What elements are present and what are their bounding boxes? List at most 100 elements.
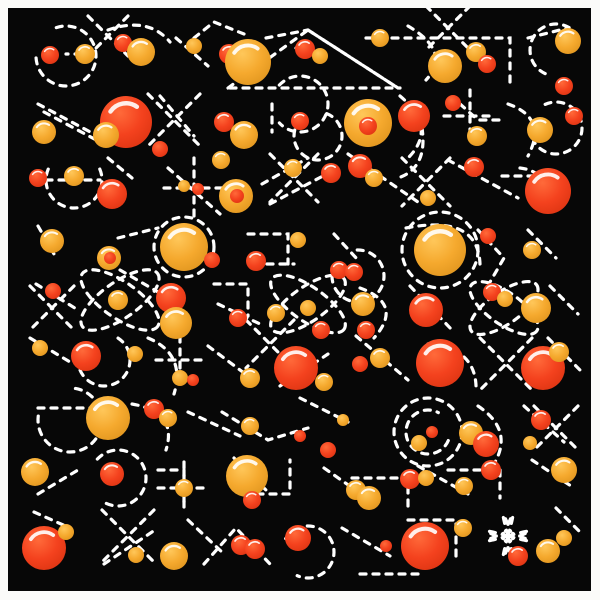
glossy-sphere-red	[400, 469, 420, 489]
glossy-sphere-yellow	[312, 48, 328, 64]
glossy-sphere-yellow	[225, 39, 271, 85]
glossy-sphere-red	[483, 283, 501, 301]
glossy-sphere-yellow	[497, 291, 513, 307]
glossy-sphere-yellow	[160, 542, 188, 570]
sphere-gloss-highlight	[408, 526, 438, 539]
sphere-gloss-highlight	[457, 478, 469, 484]
glossy-sphere-red	[426, 426, 438, 438]
sphere-gloss-highlight	[552, 343, 565, 349]
glossy-sphere-red	[348, 154, 372, 178]
dashed-four-petal-flower	[503, 513, 515, 538]
dashed-spiral-arc	[426, 342, 478, 394]
dashed-atom-crossed-ellipses	[269, 273, 347, 335]
glossy-sphere-yellow	[371, 29, 389, 47]
glossy-sphere-yellow	[284, 159, 302, 177]
glossy-sphere-red	[291, 112, 309, 130]
pattern-artboard	[8, 8, 591, 591]
dashed-polyline-path	[206, 344, 250, 378]
sphere-gloss-highlight	[28, 530, 56, 542]
sphere-body	[420, 190, 436, 206]
sphere-body	[480, 228, 496, 244]
glossy-sphere-yellow	[521, 293, 551, 323]
dashed-polyline-path	[340, 526, 392, 558]
glossy-sphere-yellow	[75, 44, 95, 64]
dashed-polyline-path	[264, 28, 310, 40]
glossy-sphere-yellow	[175, 479, 193, 497]
sphere-gloss-highlight	[31, 170, 43, 176]
sphere-gloss-highlight	[511, 547, 524, 553]
glossy-sphere-red	[321, 163, 341, 183]
dashed-zigzag	[424, 8, 471, 52]
sphere-gloss-highlight	[217, 113, 230, 119]
sphere-body	[426, 426, 438, 438]
sphere-body	[300, 300, 316, 316]
glossy-sphere-red	[22, 526, 66, 570]
sphere-body	[128, 547, 144, 563]
sphere-body	[127, 346, 143, 362]
glossy-sphere-yellow	[86, 396, 130, 440]
glossy-sphere-red	[464, 157, 484, 177]
sphere-body	[445, 95, 461, 111]
sphere-gloss-highlight	[214, 152, 226, 158]
dashed-zigzag	[400, 156, 452, 208]
sphere-gloss-highlight	[280, 350, 308, 362]
dashed-zigzag	[100, 508, 156, 564]
sphere-body	[523, 436, 537, 450]
sphere-gloss-highlight	[347, 264, 359, 270]
sphere-gloss-highlight	[477, 433, 493, 440]
glossy-sphere-red	[416, 339, 464, 387]
dashed-right-angle-connector	[246, 232, 290, 266]
glossy-sphere-yellow	[240, 368, 260, 388]
glossy-sphere-yellow	[58, 524, 74, 540]
glossy-sphere-yellow	[127, 38, 155, 66]
glossy-sphere-red	[97, 179, 127, 209]
glossy-sphere-yellow	[300, 300, 316, 316]
glossy-sphere-red	[45, 283, 61, 299]
dashed-atom-crossed-ellipses	[79, 268, 161, 332]
sphere-body	[320, 442, 336, 458]
sphere-gloss-highlight	[101, 181, 120, 190]
sphere-gloss-highlight	[484, 461, 497, 467]
sphere-gloss-highlight	[403, 470, 416, 476]
dashed-zigzag	[268, 152, 320, 204]
sphere-gloss-highlight	[480, 56, 492, 62]
sphere-gloss-highlight	[298, 40, 311, 46]
glossy-sphere-red	[409, 293, 443, 327]
glossy-sphere-yellow	[212, 151, 230, 169]
dashed-atom-crossed-ellipses	[468, 279, 540, 337]
dashed-right-angle-connector	[242, 458, 292, 496]
glossy-sphere-red	[187, 374, 199, 386]
sphere-gloss-highlight	[423, 343, 453, 356]
glossy-sphere-red	[330, 261, 348, 279]
sphere-gloss-highlight	[75, 343, 94, 352]
sphere-gloss-highlight	[111, 291, 124, 297]
sphere-gloss-highlight	[373, 349, 386, 355]
sphere-gloss-highlight	[245, 492, 257, 498]
sphere-gloss-highlight	[78, 45, 91, 51]
glossy-sphere-red	[359, 117, 377, 135]
glossy-sphere-red	[246, 251, 266, 271]
sphere-body	[294, 430, 306, 442]
glossy-sphere-yellow	[290, 232, 306, 248]
glossy-sphere-red	[380, 540, 392, 552]
glossy-sphere-red	[104, 252, 116, 264]
sphere-gloss-highlight	[248, 540, 261, 546]
sphere-gloss-highlight	[293, 113, 305, 119]
dashed-zigzag	[400, 156, 452, 208]
dashed-zigzag	[268, 152, 320, 204]
dashed-polyline-path	[166, 166, 222, 216]
glossy-sphere-red	[295, 39, 315, 59]
sphere-gloss-highlight	[555, 459, 571, 466]
glossy-sphere-yellow	[172, 370, 188, 386]
glossy-sphere-red	[345, 263, 363, 281]
dashed-spiral-arc	[528, 22, 583, 76]
dashed-polyline-path	[186, 518, 226, 556]
sphere-gloss-highlight	[414, 296, 435, 305]
dashed-zigzag	[28, 284, 76, 332]
glossy-sphere-yellow	[241, 417, 259, 435]
glossy-sphere-yellow	[351, 292, 375, 316]
dashed-four-petal-flower	[506, 529, 531, 541]
sphere-gloss-highlight	[231, 310, 243, 316]
glossy-sphere-yellow	[108, 290, 128, 310]
sphere-gloss-highlight	[286, 160, 298, 166]
